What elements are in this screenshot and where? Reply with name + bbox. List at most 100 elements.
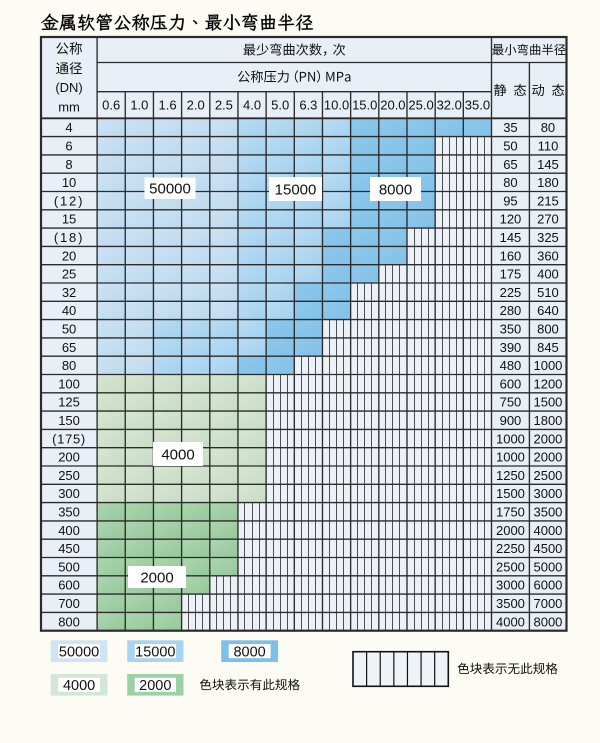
- svg-text:160: 160: [500, 248, 522, 263]
- svg-text:2000: 2000: [533, 431, 562, 446]
- svg-text:125: 125: [58, 395, 80, 410]
- svg-text:50000: 50000: [59, 644, 99, 660]
- svg-text:4: 4: [65, 120, 72, 135]
- svg-text:400: 400: [58, 523, 80, 538]
- svg-text:95: 95: [503, 193, 517, 208]
- svg-text:175: 175: [500, 267, 522, 282]
- svg-text:900: 900: [500, 413, 522, 428]
- svg-text:15: 15: [62, 212, 76, 227]
- svg-text:2.5: 2.5: [215, 98, 233, 113]
- svg-text:845: 845: [537, 340, 559, 355]
- svg-text:65: 65: [62, 340, 76, 355]
- svg-text:1250: 1250: [496, 468, 525, 483]
- svg-text:15000: 15000: [135, 644, 175, 660]
- svg-text:3000: 3000: [496, 578, 525, 593]
- svg-text:350: 350: [500, 321, 522, 336]
- svg-text:25: 25: [62, 267, 76, 282]
- svg-text:120: 120: [500, 212, 522, 227]
- svg-text:0.6: 0.6: [102, 98, 120, 113]
- svg-text:5000: 5000: [533, 559, 562, 574]
- svg-text:4.0: 4.0: [243, 98, 261, 113]
- svg-text:1.0: 1.0: [130, 98, 148, 113]
- svg-text:450: 450: [58, 541, 80, 556]
- svg-text:4000: 4000: [533, 523, 562, 538]
- svg-text:500: 500: [58, 559, 80, 574]
- svg-text:2250: 2250: [496, 541, 525, 556]
- svg-text:325: 325: [537, 230, 559, 245]
- svg-text:145: 145: [500, 230, 522, 245]
- svg-text:40: 40: [62, 303, 76, 318]
- svg-text:35: 35: [503, 120, 517, 135]
- svg-text:80: 80: [541, 120, 555, 135]
- svg-text:300: 300: [58, 486, 80, 501]
- svg-text:10.0: 10.0: [324, 98, 349, 113]
- svg-text:15.0: 15.0: [352, 98, 377, 113]
- svg-text:8000: 8000: [533, 614, 562, 629]
- svg-text:200: 200: [58, 450, 80, 465]
- svg-text:2.0: 2.0: [187, 98, 205, 113]
- svg-text:25.0: 25.0: [408, 98, 433, 113]
- svg-text:10: 10: [62, 175, 76, 190]
- svg-text:(12): (12): [54, 193, 84, 208]
- svg-text:4000: 4000: [63, 678, 95, 694]
- svg-text:(175): (175): [52, 431, 86, 446]
- svg-text:1000: 1000: [496, 450, 525, 465]
- svg-text:350: 350: [58, 504, 80, 519]
- svg-text:180: 180: [537, 175, 559, 190]
- svg-text:1500: 1500: [533, 395, 562, 410]
- svg-text:270: 270: [537, 212, 559, 227]
- svg-text:2000: 2000: [139, 678, 171, 694]
- svg-text:100: 100: [58, 376, 80, 391]
- svg-text:2500: 2500: [533, 468, 562, 483]
- svg-text:145: 145: [537, 157, 559, 172]
- svg-text:215: 215: [537, 193, 559, 208]
- svg-text:35.0: 35.0: [465, 98, 490, 113]
- svg-text:32.0: 32.0: [437, 98, 462, 113]
- svg-text:mm: mm: [58, 100, 80, 115]
- svg-text:(18): (18): [54, 230, 84, 245]
- svg-text:6: 6: [65, 138, 72, 153]
- svg-text:4000: 4000: [496, 614, 525, 629]
- svg-text:20: 20: [62, 248, 76, 263]
- svg-text:3000: 3000: [533, 486, 562, 501]
- svg-text:150: 150: [58, 413, 80, 428]
- svg-text:225: 225: [500, 285, 522, 300]
- svg-text:80: 80: [62, 358, 76, 373]
- svg-text:6000: 6000: [533, 578, 562, 593]
- svg-text:1.6: 1.6: [158, 98, 176, 113]
- svg-text:2500: 2500: [496, 559, 525, 574]
- svg-text:8000: 8000: [233, 644, 265, 660]
- svg-text:1750: 1750: [496, 504, 525, 519]
- svg-text:1200: 1200: [533, 376, 562, 391]
- svg-text:600: 600: [500, 376, 522, 391]
- svg-text:50: 50: [503, 138, 517, 153]
- svg-text:3500: 3500: [533, 504, 562, 519]
- svg-text:2000: 2000: [140, 569, 173, 586]
- svg-text:600: 600: [58, 578, 80, 593]
- svg-text:20.0: 20.0: [380, 98, 405, 113]
- svg-text:(DN): (DN): [55, 80, 82, 95]
- svg-text:2000: 2000: [496, 523, 525, 538]
- svg-text:700: 700: [58, 596, 80, 611]
- svg-text:50: 50: [62, 321, 76, 336]
- svg-text:15000: 15000: [275, 181, 317, 198]
- svg-text:280: 280: [500, 303, 522, 318]
- svg-text:510: 510: [537, 285, 559, 300]
- svg-text:65: 65: [503, 157, 517, 172]
- svg-text:4000: 4000: [161, 446, 194, 463]
- svg-text:5.0: 5.0: [271, 98, 289, 113]
- svg-text:1800: 1800: [533, 413, 562, 428]
- svg-text:1000: 1000: [496, 431, 525, 446]
- svg-text:50000: 50000: [149, 181, 191, 198]
- svg-text:80: 80: [503, 175, 517, 190]
- svg-text:8000: 8000: [379, 181, 412, 198]
- svg-text:800: 800: [58, 614, 80, 629]
- svg-text:3500: 3500: [496, 596, 525, 611]
- svg-text:360: 360: [537, 248, 559, 263]
- svg-text:390: 390: [500, 340, 522, 355]
- svg-text:400: 400: [537, 267, 559, 282]
- svg-text:32: 32: [62, 285, 76, 300]
- svg-text:250: 250: [58, 468, 80, 483]
- svg-text:1500: 1500: [496, 486, 525, 501]
- svg-text:8: 8: [65, 157, 72, 172]
